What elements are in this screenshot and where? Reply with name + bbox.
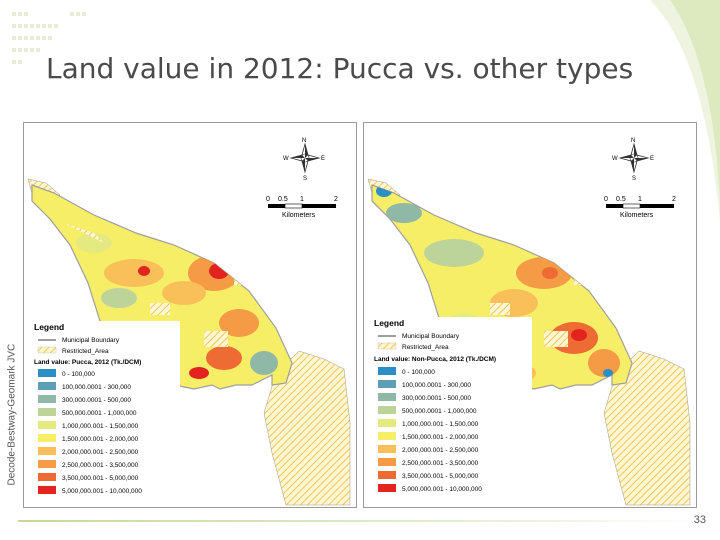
legend-restricted-label: Restricted_Area — [402, 344, 449, 351]
compass-south: S — [632, 176, 636, 182]
legend-class-label: 1,000,000.001 - 1,500,000 — [62, 423, 139, 430]
legend-class-label: 300,000.0001 - 500,000 — [62, 397, 131, 404]
restricted-area — [263, 350, 351, 506]
scale-bar: 0 0.5 1 2 Kilometers — [604, 196, 676, 219]
legend-swatch — [38, 434, 56, 442]
compass-east: E — [650, 156, 654, 162]
legend-class-label: 100,000.0001 - 300,000 — [402, 382, 471, 389]
legend-class-label: 3,500,000.001 - 5,000,000 — [62, 475, 139, 482]
legend-swatch — [38, 447, 56, 455]
legend-class-label: 1,500,000.001 - 2,000,000 — [62, 436, 139, 443]
legend-class-label: 0 - 100,000 — [402, 369, 435, 376]
legend-title: Legend — [374, 318, 404, 328]
legend-class-label: 5,000,000.001 - 10,000,000 — [62, 488, 142, 495]
scale-tick: 2 — [672, 196, 676, 203]
legend-swatch — [378, 419, 396, 427]
scale-tick: 0 — [604, 196, 608, 203]
scale-unit: Kilometers — [620, 212, 654, 219]
legend-class-label: 1,000,000.001 - 1,500,000 — [402, 421, 479, 428]
legend-swatch — [378, 393, 396, 401]
scale-tick: 1 — [638, 196, 642, 203]
compass-rose-icon: N S E W — [283, 138, 325, 182]
scale-tick: 0 — [266, 196, 270, 203]
legend-swatch — [378, 445, 396, 453]
legend-swatch — [38, 486, 56, 494]
legend-swatch — [38, 421, 56, 429]
scale-unit: Kilometers — [282, 212, 316, 219]
legend-class-label: 2,500,000.001 - 3,500,000 — [402, 460, 479, 467]
legend-swatch — [378, 380, 396, 388]
legend-class-label: 2,000,000.001 - 2,500,000 — [62, 449, 139, 456]
compass-rose-icon: N S E W — [612, 138, 654, 182]
credit-label: Decode-Bestway-Geomark JVC — [6, 343, 18, 486]
legend-class-list: 0 - 100,000 100,000.0001 - 300,000 300,0… — [38, 369, 142, 495]
legend: Legend Municipal Boundary Restricted_Are… — [32, 321, 180, 503]
legend-swatch — [38, 460, 56, 468]
non-pucca-map-canvas: N S E W 0 0.5 1 2 Kilometers Legend Muni… — [367, 138, 691, 506]
scale-bar: 0 0.5 1 2 Kilometers — [266, 196, 338, 219]
legend-class-label: 1,500,000.001 - 2,000,000 — [402, 434, 479, 441]
scale-tick: 1 — [300, 196, 304, 203]
legend-swatch — [378, 484, 396, 492]
legend-class-label: 5,000,000.001 - 10,000,000 — [402, 486, 482, 493]
legend-swatch — [38, 408, 56, 416]
legend-swatch — [378, 367, 396, 375]
legend-swatch — [38, 473, 56, 481]
page-number: 33 — [693, 514, 706, 526]
legend-class-label: 2,000,000.001 - 2,500,000 — [402, 447, 479, 454]
compass-north: N — [302, 138, 306, 144]
legend-swatch — [38, 395, 56, 403]
slide-title: Land value in 2012: Pucca vs. other type… — [46, 52, 634, 85]
legend-land-value-title: Land value: Pucca, 2012 (Tk./DCM) — [34, 359, 141, 366]
legend-swatch — [38, 382, 56, 390]
legend-swatch — [38, 369, 56, 377]
legend-title: Legend — [34, 322, 64, 332]
legend-class-label: 3,500,000.001 - 5,000,000 — [402, 473, 479, 480]
legend-class-label: 500,000.0001 - 1,000,000 — [402, 408, 477, 415]
legend-class-label: 100,000.0001 - 300,000 — [62, 384, 131, 391]
legend-class-label: 500,000.0001 - 1,000,000 — [62, 410, 137, 417]
legend-swatch — [378, 471, 396, 479]
legend-class-label: 300,000.0001 - 500,000 — [402, 395, 471, 402]
legend-boundary-label: Municipal Boundary — [402, 333, 460, 340]
restricted-area — [603, 350, 691, 506]
legend-swatch — [378, 458, 396, 466]
legend-boundary-label: Municipal Boundary — [62, 337, 120, 344]
legend-land-value-title: Land value: Non-Pucca, 2012 (Tk./DCM) — [374, 356, 496, 363]
compass-east: E — [321, 156, 325, 162]
decorative-swoosh — [650, 0, 720, 220]
compass-north: N — [631, 138, 635, 144]
scale-tick: 0.5 — [616, 196, 626, 203]
legend-swatch — [378, 432, 396, 440]
legend: Legend Municipal Boundary Restricted_Are… — [372, 317, 532, 503]
scale-tick: 0.5 — [278, 196, 288, 203]
legend-class-label: 0 - 100,000 — [62, 371, 95, 378]
footer-rule — [18, 520, 706, 522]
scale-tick: 2 — [334, 196, 338, 203]
compass-west: W — [612, 156, 618, 162]
legend-swatch — [378, 406, 396, 414]
compass-south: S — [303, 176, 307, 182]
legend-class-list: 0 - 100,000 100,000.0001 - 300,000 300,0… — [378, 367, 482, 493]
non-pucca-land-value-map: N S E W 0 0.5 1 2 Kilometers Legend Muni… — [363, 122, 697, 508]
pucca-map-canvas: N S E W 0 0.5 1 2 Kilometers Legend Muni… — [27, 138, 351, 506]
legend-restricted-label: Restricted_Area — [62, 348, 109, 355]
compass-west: W — [283, 156, 289, 162]
pucca-land-value-map: N S E W 0 0.5 1 2 Kilometers Legend Muni… — [23, 122, 357, 508]
decorative-dot-grid — [12, 12, 86, 64]
legend-class-label: 2,500,000.001 - 3,500,000 — [62, 462, 139, 469]
